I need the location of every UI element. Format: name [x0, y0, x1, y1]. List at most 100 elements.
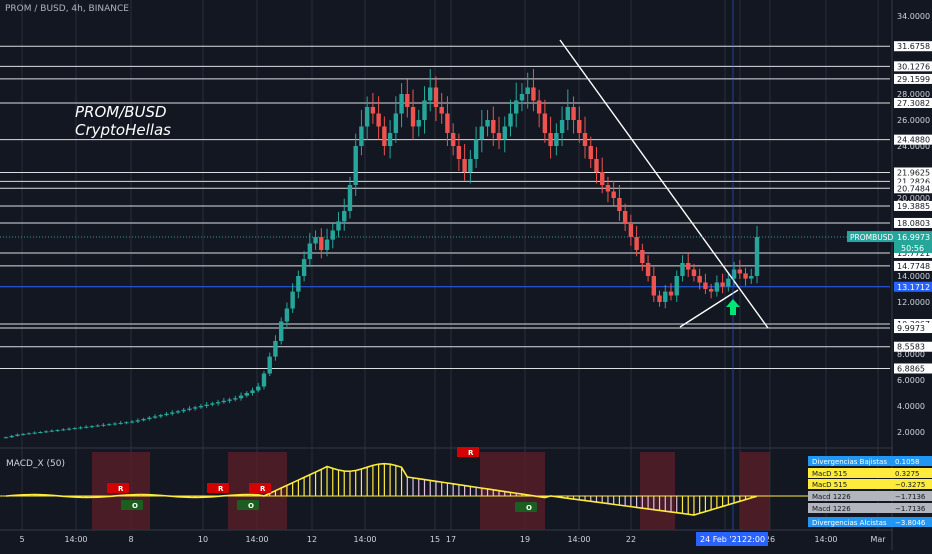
- candle-body: [737, 269, 743, 274]
- price-axis-tick: 2.0000: [897, 428, 925, 437]
- time-axis-tick: 15: [430, 535, 440, 544]
- candle-body: [720, 282, 725, 287]
- signal-marker-text: R: [468, 449, 474, 457]
- candle-body: [364, 107, 370, 127]
- level-price-label-bg: [894, 363, 932, 374]
- candle-body: [353, 146, 358, 185]
- candle-body: [634, 237, 639, 250]
- indicator-label-value: 0.3275: [895, 470, 920, 478]
- candle-body: [284, 308, 290, 322]
- candle-body: [468, 159, 473, 172]
- candle-body: [319, 237, 324, 250]
- level-price-label: 20.7484: [897, 184, 930, 193]
- candle-body: [256, 386, 261, 391]
- signal-marker-text: O: [132, 502, 138, 510]
- candle-body: [605, 185, 611, 192]
- candle-body: [502, 126, 507, 140]
- candle-body: [525, 87, 530, 94]
- candle-body: [359, 126, 364, 146]
- candle-body: [336, 221, 341, 231]
- candle-body: [307, 243, 313, 260]
- indicator-label-bg: [808, 468, 932, 478]
- candle-body: [743, 273, 748, 279]
- level-price-label: 14.7748: [897, 262, 930, 271]
- candle-body: [78, 427, 83, 429]
- time-axis-tick: 14:00: [245, 535, 268, 544]
- indicator-label-name: Macd 1226: [812, 505, 851, 513]
- candle-body: [514, 100, 519, 114]
- candle-body: [416, 120, 421, 127]
- indicator-label-bg: [808, 456, 932, 466]
- candle-body: [66, 428, 72, 430]
- indicator-label-name: Divergencias Bajistas: [812, 458, 887, 466]
- candle-body: [697, 276, 702, 283]
- level-price-label: 9.9973: [897, 324, 925, 333]
- candle-body: [192, 407, 198, 409]
- level-price-label: 31.6758: [897, 42, 930, 51]
- indicator-label-bg: [808, 491, 932, 501]
- candle-body: [301, 259, 307, 276]
- candle-body: [645, 263, 651, 276]
- candle-body: [347, 185, 353, 211]
- candle-body: [588, 146, 593, 159]
- symbol-label-bg: [847, 231, 894, 243]
- candle-body: [170, 412, 175, 414]
- candle-body: [445, 113, 450, 133]
- indicator-label-bg: [808, 503, 932, 513]
- candle-body: [714, 282, 720, 292]
- candle-body: [600, 172, 605, 185]
- level-price-label-bg: [894, 61, 932, 72]
- candle-body: [49, 430, 55, 432]
- chart-title: PROM / BUSD, 4h, BINANCE: [5, 4, 129, 14]
- candle-body: [657, 295, 662, 302]
- candle-body: [61, 429, 66, 431]
- candle-body: [582, 133, 588, 146]
- indicator-label-name: MacD 515: [812, 470, 847, 478]
- candle-body: [152, 416, 158, 418]
- signal-marker-text: R: [260, 485, 266, 493]
- candle-body: [433, 87, 439, 107]
- highlight-price-label-bg: [894, 281, 932, 292]
- candle-body: [342, 211, 347, 222]
- time-cursor-date: 24 Feb '21: [700, 535, 742, 544]
- signal-marker-text: R: [118, 485, 124, 493]
- candle-body: [703, 282, 708, 289]
- candle-body: [376, 113, 381, 127]
- candle-body: [3, 437, 9, 439]
- symbol-label: PROMBUSD: [850, 233, 894, 242]
- candle-body: [428, 87, 433, 101]
- candle-body: [215, 402, 221, 404]
- candle-body: [26, 433, 32, 435]
- candle-body: [95, 425, 100, 427]
- level-price-label: 24.4880: [897, 136, 930, 145]
- candle-body: [296, 276, 301, 292]
- signal-marker: [515, 502, 537, 512]
- indicator-label-value: −0.3275: [895, 481, 925, 489]
- indicator-label-value: −3.8046: [895, 519, 926, 527]
- candle-body: [422, 100, 427, 120]
- indicator-label-value: −1.7136: [895, 493, 926, 501]
- candle-body: [571, 107, 576, 120]
- candle-body: [686, 263, 691, 270]
- price-axis-tick: 4.0000: [897, 402, 925, 411]
- candle-countdown: 50:56: [901, 244, 924, 253]
- time-cursor-label-bg: [696, 532, 768, 546]
- candle-body: [313, 237, 318, 244]
- level-price-label: 30.1276: [897, 62, 930, 71]
- candle-body: [399, 94, 404, 114]
- level-price-label-bg: [894, 341, 932, 352]
- annotation-author: CryptoHellas: [75, 121, 171, 139]
- level-price-label: 6.8865: [897, 364, 925, 373]
- candle-body: [548, 133, 553, 146]
- candle-body: [450, 133, 456, 146]
- candle-body: [101, 424, 106, 426]
- candle-body: [462, 159, 467, 172]
- candle-body: [663, 291, 668, 302]
- candle-body: [124, 422, 129, 424]
- candle-body: [198, 406, 204, 408]
- candle-body: [542, 113, 548, 133]
- signal-marker: [249, 483, 271, 493]
- level-price-label-bg: [894, 200, 932, 211]
- last-price-label-bg: [894, 231, 932, 254]
